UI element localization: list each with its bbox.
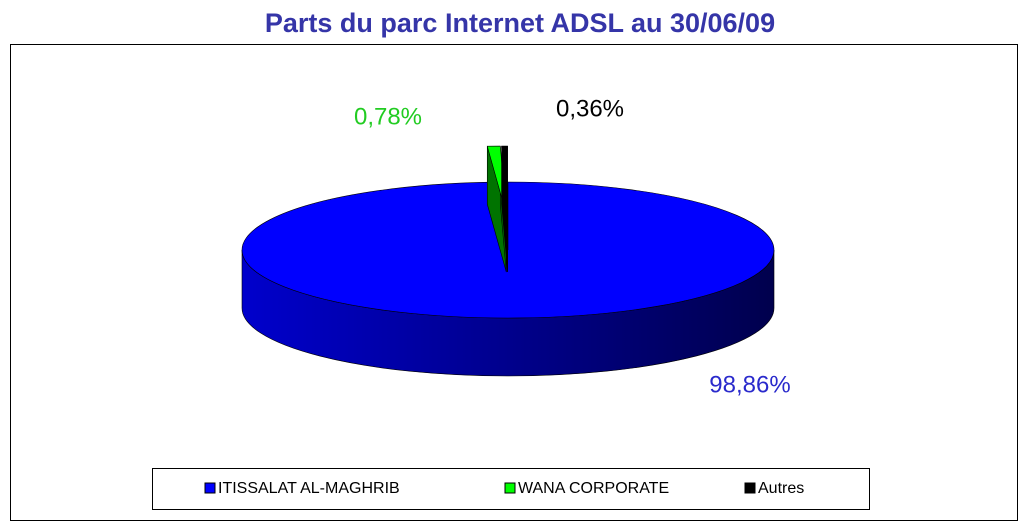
pie-slice: [241, 181, 775, 377]
legend-swatch: [204, 482, 216, 494]
slice-top: [241, 181, 775, 319]
pie-slice: [501, 145, 508, 273]
chart-title: Parts du parc Internet ADSL au 30/06/09: [265, 8, 775, 38]
legend-label: WANA CORPORATE: [518, 480, 669, 497]
data-label: 0,36%: [556, 95, 624, 122]
legend-swatch: [504, 482, 516, 494]
legend-swatch: [744, 482, 756, 494]
data-label: 0,78%: [354, 103, 422, 130]
legend-label: Autres: [758, 480, 804, 497]
slice-top: [501, 145, 508, 215]
legend-label: ITISSALAT AL-MAGHRIB: [218, 480, 400, 497]
data-label: 98,86%: [709, 371, 790, 398]
